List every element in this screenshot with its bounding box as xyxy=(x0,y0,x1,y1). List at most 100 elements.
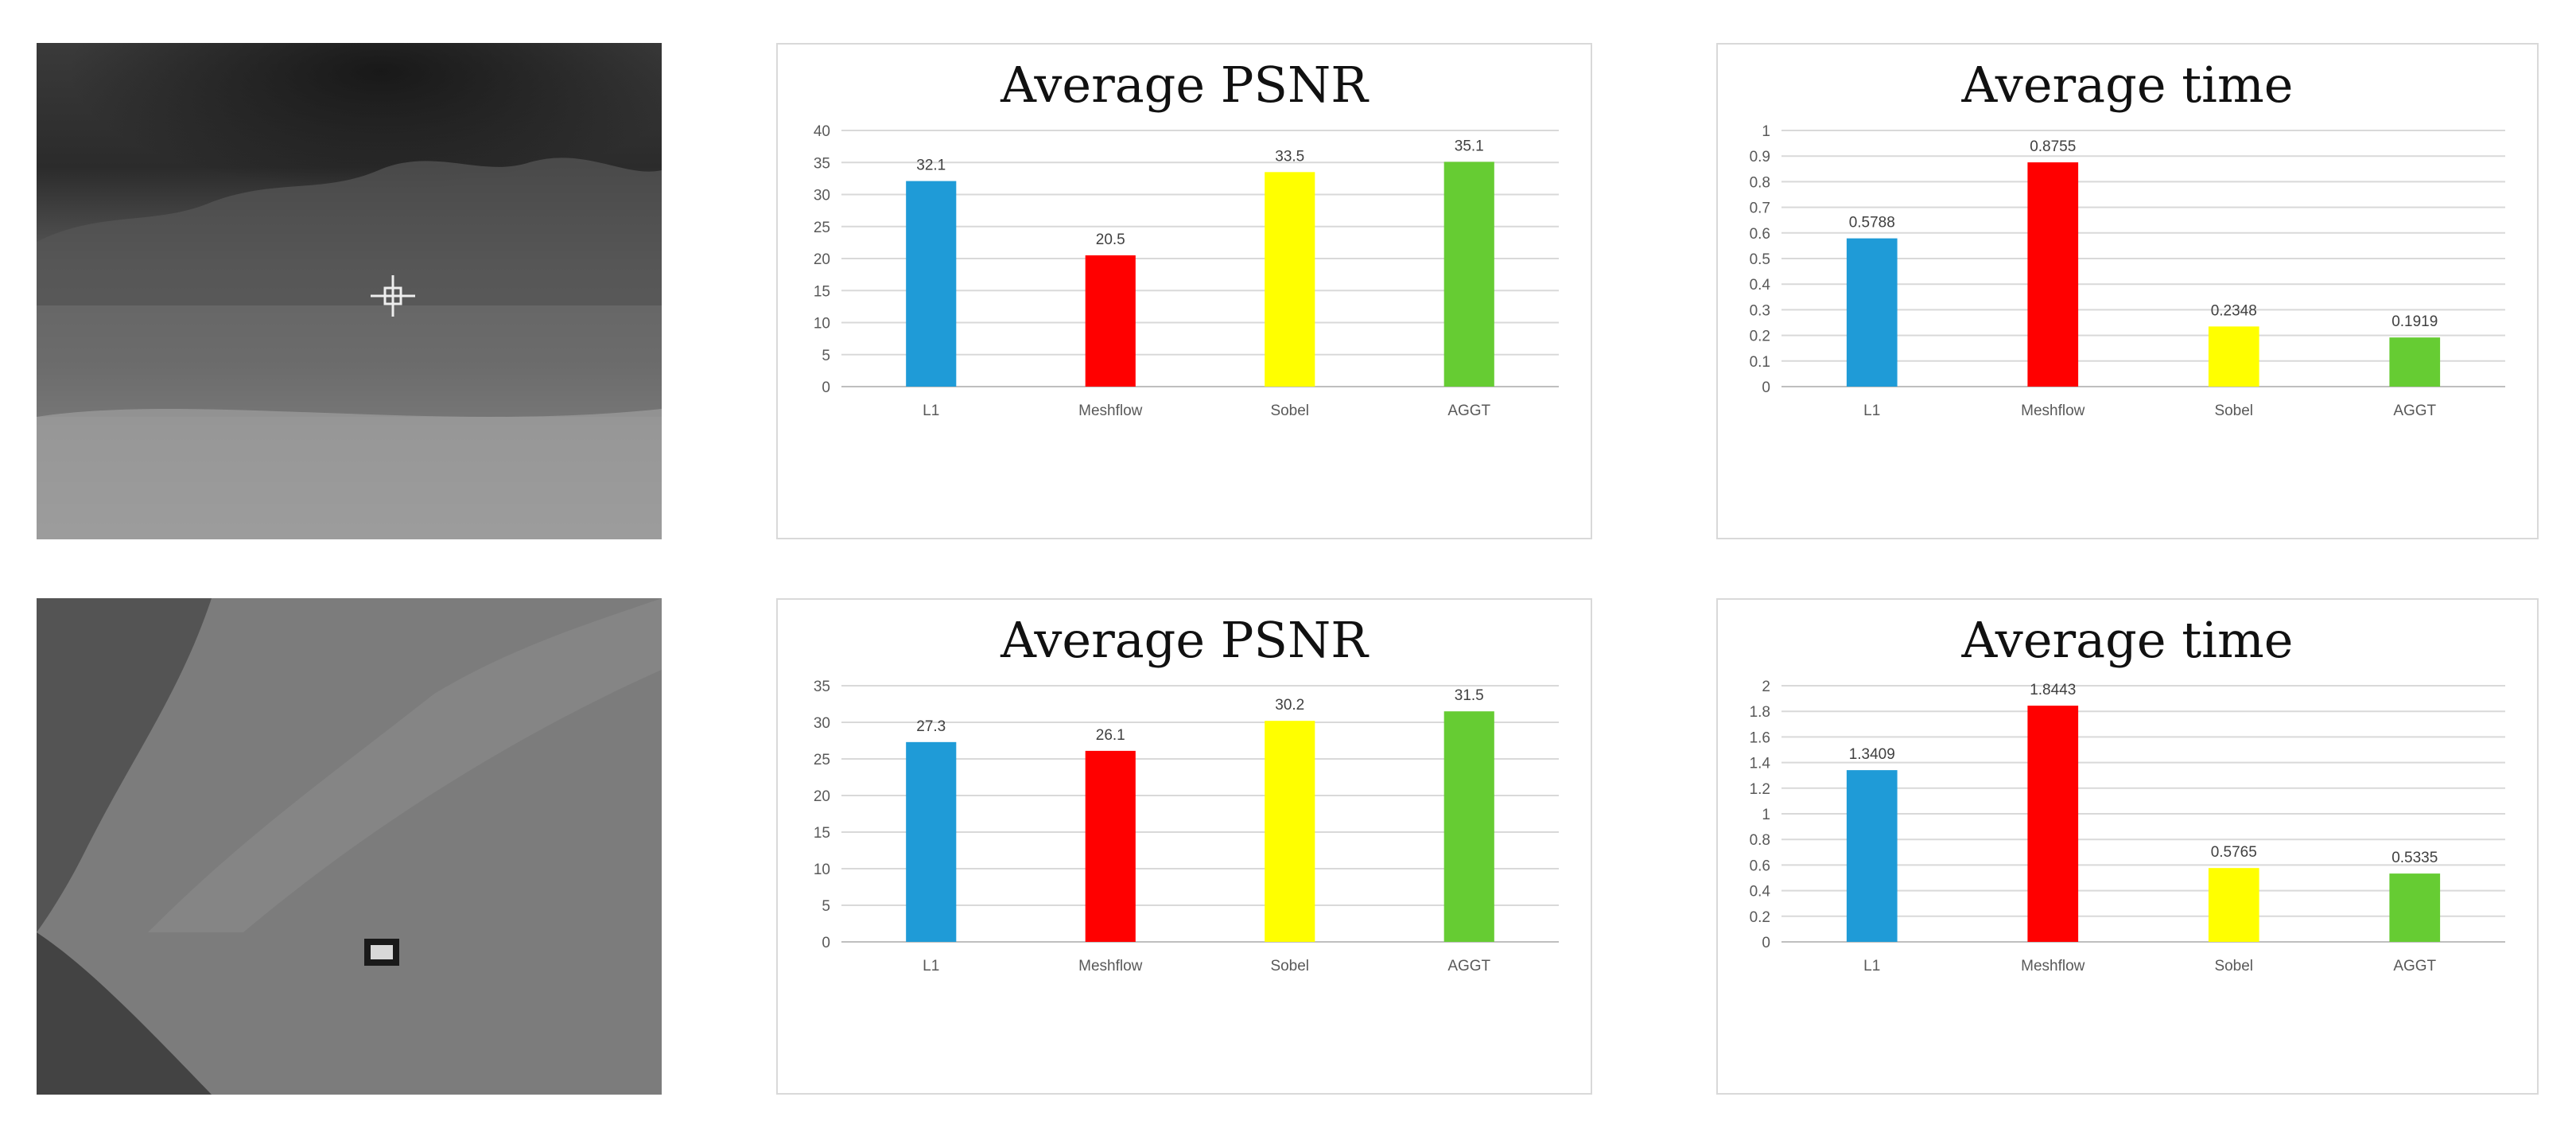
data-label: 0.5765 xyxy=(2211,844,2257,861)
chart-panel: Average time 0 0.2 0.4 0.6 0.8 1 1.2 1.4 1.6 1.8 2… xyxy=(1716,598,2539,1095)
target-marker-icon xyxy=(364,939,399,966)
data-label: 0.8755 xyxy=(2030,138,2076,155)
x-tick-label: AGGT xyxy=(2393,958,2436,974)
y-tick-label: 5 xyxy=(822,348,830,364)
bar-aggt xyxy=(2389,873,2441,942)
bar-sobel xyxy=(2208,868,2259,942)
crosshair-icon xyxy=(371,275,415,317)
y-tick-label: 2 xyxy=(1762,679,1770,695)
infrared-frame-ground-graphic xyxy=(37,598,662,1095)
x-tick-label: Sobel xyxy=(2214,958,2253,974)
x-tick-label: AGGT xyxy=(1447,958,1490,974)
bar-sobel xyxy=(1265,721,1315,942)
y-tick-label: 0.2 xyxy=(1750,909,1770,926)
y-tick-label: 1 xyxy=(1762,807,1770,823)
x-tick-label: Meshflow xyxy=(2021,403,2085,419)
x-tick-label: Meshflow xyxy=(1078,403,1143,419)
y-tick-label: 35 xyxy=(814,679,830,695)
y-tick-label: 0.5 xyxy=(1750,251,1770,268)
x-tick-label: AGGT xyxy=(2393,403,2436,419)
bar-aggt xyxy=(1443,711,1494,942)
x-tick-label: L1 xyxy=(1863,958,1880,974)
bar-meshflow xyxy=(1085,750,1136,942)
bar-l1 xyxy=(906,741,957,942)
data-label: 27.3 xyxy=(916,718,946,735)
x-tick-label: L1 xyxy=(923,403,939,419)
infrared-frame-mountain-graphic xyxy=(37,43,662,539)
x-tick-label: Sobel xyxy=(1270,403,1309,419)
x-tick-label: L1 xyxy=(1863,403,1880,419)
bar-aggt xyxy=(1443,161,1494,387)
bar-chart: 0 0.1 0.2 0.3 0.4 0.5 0.6 0.7 0.8 0.9 1 0.5788 L1 0.8… xyxy=(1750,123,2505,419)
y-tick-label: 0.3 xyxy=(1750,302,1770,319)
chart-panel: Average time 0 0.1 0.2 0.3 0.4 0.5 0.6 0.7 0.8 0.… xyxy=(1716,43,2539,539)
y-tick-label: 0 xyxy=(822,379,830,396)
bar-meshflow xyxy=(2027,706,2079,942)
bar-l1 xyxy=(1846,238,1898,387)
y-tick-label: 30 xyxy=(814,188,830,204)
y-tick-label: 5 xyxy=(822,898,830,915)
y-tick-label: 1.2 xyxy=(1750,781,1770,798)
y-tick-label: 0.2 xyxy=(1750,329,1770,345)
data-label: 30.2 xyxy=(1275,697,1304,714)
infrared-frame-mountain xyxy=(37,43,662,539)
y-tick-label: 0 xyxy=(1762,935,1770,951)
infrared-frame-ground xyxy=(37,598,662,1095)
chart-title: Average time xyxy=(1961,56,2294,114)
x-tick-label: Sobel xyxy=(1270,958,1309,974)
data-label: 0.5335 xyxy=(2391,850,2438,866)
bar-aggt xyxy=(2389,337,2441,387)
y-tick-label: 20 xyxy=(814,788,830,805)
data-label: 1.3409 xyxy=(1849,746,1895,763)
chart-panel: Average PSNR 0 5 10 15 20 25 30 35 40 32.1 L1 20.5 M… xyxy=(776,43,1592,539)
data-label: 33.5 xyxy=(1275,148,1304,165)
bar-sobel xyxy=(2208,326,2259,387)
y-tick-label: 1.4 xyxy=(1750,756,1771,772)
y-tick-label: 25 xyxy=(814,752,830,768)
y-tick-label: 0.8 xyxy=(1750,832,1770,849)
x-tick-label: L1 xyxy=(923,958,939,974)
bar-l1 xyxy=(906,181,957,387)
data-label: 32.1 xyxy=(916,158,946,174)
data-label: 31.5 xyxy=(1455,687,1484,704)
x-tick-label: AGGT xyxy=(1447,403,1490,419)
y-tick-label: 0.4 xyxy=(1750,277,1771,294)
y-tick-label: 0.9 xyxy=(1750,149,1770,165)
y-tick-label: 25 xyxy=(814,220,830,236)
data-label: 26.1 xyxy=(1096,727,1125,744)
y-tick-label: 0 xyxy=(822,935,830,951)
y-tick-label: 0.1 xyxy=(1750,354,1770,371)
x-tick-label: Sobel xyxy=(2214,403,2253,419)
x-tick-label: Meshflow xyxy=(1078,958,1143,974)
y-tick-label: 0.8 xyxy=(1750,174,1770,191)
y-tick-label: 0.7 xyxy=(1750,200,1770,217)
chart-title: Average PSNR xyxy=(1000,611,1368,669)
y-tick-label: 10 xyxy=(814,862,830,878)
chart-title: Average PSNR xyxy=(1000,56,1368,114)
y-tick-label: 1.8 xyxy=(1750,704,1770,721)
y-tick-label: 0.6 xyxy=(1750,858,1770,874)
y-tick-label: 15 xyxy=(814,825,830,842)
y-tick-label: 0.4 xyxy=(1750,884,1771,901)
bar-chart: 0 5 10 15 20 25 30 35 27.3 L1 26.1 Meshflow 30.2 Sobe… xyxy=(814,679,1559,974)
bar-sobel xyxy=(1265,172,1315,387)
data-label: 0.5788 xyxy=(1849,215,1895,231)
data-label: 20.5 xyxy=(1096,231,1125,248)
bar-chart: 0 5 10 15 20 25 30 35 40 32.1 L1 20.5 Meshflow 33.5 So… xyxy=(814,123,1559,419)
data-label: 1.8443 xyxy=(2030,682,2076,698)
bar-chart: 0 0.2 0.4 0.6 0.8 1 1.2 1.4 1.6 1.8 2 1.3409 L1 1.844… xyxy=(1750,679,2505,974)
chart-title: Average time xyxy=(1961,611,2294,669)
bar-meshflow xyxy=(2027,162,2079,387)
y-tick-label: 15 xyxy=(814,283,830,300)
y-tick-label: 30 xyxy=(814,715,830,732)
y-tick-label: 0.6 xyxy=(1750,226,1770,243)
x-tick-label: Meshflow xyxy=(2021,958,2085,974)
data-label: 35.1 xyxy=(1455,138,1484,154)
y-tick-label: 35 xyxy=(814,155,830,172)
data-label: 0.1919 xyxy=(2391,313,2438,330)
data-label: 0.2348 xyxy=(2211,302,2257,319)
y-tick-label: 1.6 xyxy=(1750,729,1770,746)
y-tick-label: 20 xyxy=(814,251,830,268)
y-tick-label: 10 xyxy=(814,316,830,333)
y-tick-label: 40 xyxy=(814,123,830,140)
